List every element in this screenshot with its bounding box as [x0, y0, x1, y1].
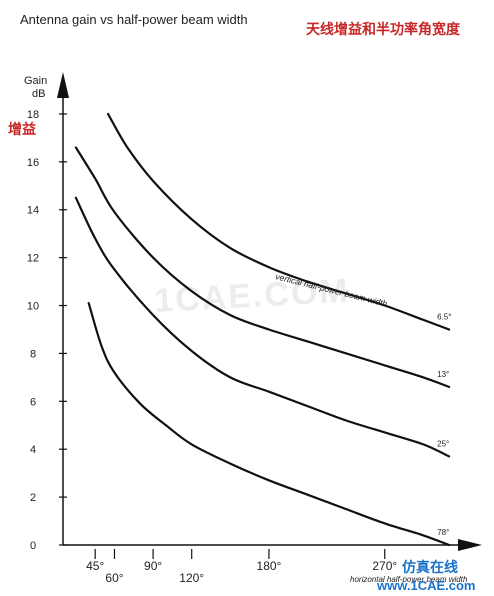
- x-tick-label: 90°: [144, 559, 162, 573]
- series-group: 6.5° 13° 25° 78°: [74, 112, 451, 547]
- x-tick-label: 120°: [179, 571, 204, 585]
- x-axis-arrow: [458, 539, 482, 551]
- y-tick-label: 4: [30, 444, 36, 456]
- y-tick-label: 2: [30, 492, 36, 504]
- y-tick-label: 0: [30, 540, 36, 552]
- series-label: 13°: [437, 370, 449, 379]
- y-tick-label: 18: [27, 109, 39, 121]
- series-label: 6.5°: [437, 312, 451, 321]
- y-axis-label-line2: dB: [32, 88, 45, 100]
- series-line: [106, 112, 451, 331]
- series-line: [87, 302, 451, 547]
- y-tick-label: 10: [27, 301, 39, 313]
- y-tick-label: 6: [30, 396, 36, 408]
- series-label: 78°: [437, 528, 449, 537]
- watermark-center: 1CAE.COM: [153, 272, 350, 320]
- y-ticks: 0 2 4 6 8 10 12 14 16 18: [27, 109, 67, 552]
- y-axis-arrow: [57, 72, 69, 98]
- chart-title-cn: 天线增益和半功率角宽度: [306, 21, 461, 37]
- x-tick-label: 60°: [105, 571, 123, 585]
- y-tick-label: 12: [27, 253, 39, 265]
- y-axis-label-line1: Gain: [24, 75, 47, 87]
- y-tick-label: 16: [27, 157, 39, 169]
- watermark-bottom-line1: 仿真在线: [402, 559, 458, 575]
- y-tick-label: 14: [27, 205, 39, 217]
- x-ticks: 45°60° 90° 120° 180° 270°: [86, 549, 397, 585]
- x-axis-label: horizontal half-power beam width: [350, 575, 468, 584]
- series-line: [74, 196, 451, 458]
- y-tick-label: 8: [30, 348, 36, 360]
- y-axis-label-cn: 增益: [8, 121, 36, 137]
- series-label: 25°: [437, 439, 449, 448]
- chart-title: Antenna gain vs half-power beam width: [20, 12, 248, 27]
- watermark-bottom-line2: www.1CAE.com: [376, 578, 475, 593]
- x-tick-label: 270°: [372, 559, 397, 573]
- x-tick-label: 45°: [86, 559, 104, 573]
- x-tick-label: 180°: [257, 559, 282, 573]
- series-line: [74, 146, 451, 388]
